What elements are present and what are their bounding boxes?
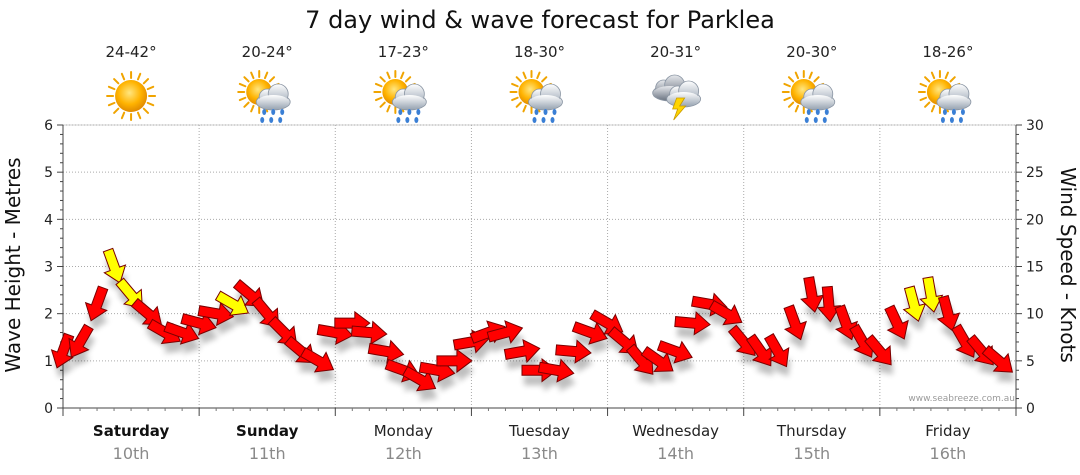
wind-arrow bbox=[902, 285, 927, 322]
y-tick-right-label: 20 bbox=[1026, 212, 1044, 228]
day-date-label: 11th bbox=[249, 444, 286, 463]
wind-arrow bbox=[674, 311, 711, 336]
plot-area: 0 1 2 3 4 5 6 0 5 10 15 20 25 30 bbox=[44, 118, 1044, 417]
wind-arrow bbox=[783, 304, 807, 341]
y-tick-left-label: 6 bbox=[44, 118, 53, 134]
storm-icon bbox=[652, 74, 702, 121]
y-axis-left-label: Wave Height - Metres bbox=[1, 157, 25, 372]
day-date-label: 16th bbox=[930, 444, 967, 463]
wind-arrow bbox=[919, 276, 944, 313]
day-date-label: 10th bbox=[113, 444, 150, 463]
day-temperature: 18-26° bbox=[922, 43, 973, 61]
day-temperature: 20-24° bbox=[242, 43, 293, 61]
sun-rain-icon bbox=[781, 70, 836, 123]
wind-arrow bbox=[656, 340, 693, 364]
wind-arrow bbox=[214, 290, 250, 316]
wind-arrow bbox=[537, 358, 575, 383]
wind-arrow bbox=[436, 348, 473, 374]
day-temperature: 20-30° bbox=[786, 43, 837, 61]
wind-arrow bbox=[68, 323, 94, 358]
day-date-label: 13th bbox=[521, 444, 558, 463]
y-tick-right-label: 25 bbox=[1026, 165, 1044, 181]
y-tick-left-label: 4 bbox=[44, 212, 53, 228]
day-name-label: Thursday bbox=[776, 422, 847, 440]
wind-arrow bbox=[84, 285, 109, 322]
day-name-label: Friday bbox=[925, 422, 971, 440]
wind-arrow bbox=[350, 320, 388, 345]
y-tick-left-label: 5 bbox=[44, 165, 53, 181]
y-tick-left-label: 3 bbox=[44, 260, 53, 276]
y-tick-left-label: 0 bbox=[44, 401, 53, 417]
day-headers: 24-42° Saturday 10th 20-24° Sunday 11th 17-23°… bbox=[93, 43, 974, 463]
y-tick-right-label: 30 bbox=[1026, 118, 1044, 134]
wind-arrow bbox=[763, 333, 790, 368]
wind-arrow bbox=[981, 345, 1014, 373]
day-name-label: Tuesday bbox=[508, 422, 570, 440]
y-tick-left-label: 1 bbox=[44, 354, 53, 370]
wind-arrow bbox=[708, 299, 743, 326]
wind-arrow bbox=[130, 297, 163, 326]
wind-arrow bbox=[864, 334, 892, 366]
wind-arrow bbox=[197, 301, 235, 327]
day-temperature: 24-42° bbox=[106, 43, 157, 61]
day-date-label: 12th bbox=[385, 444, 422, 463]
day-temperature: 20-31° bbox=[650, 43, 701, 61]
day-temperature: 18-30° bbox=[514, 43, 565, 61]
y-tick-right-label: 15 bbox=[1026, 260, 1044, 276]
wind-arrow bbox=[367, 339, 405, 364]
wind-arrow bbox=[503, 338, 541, 364]
wind-arrow bbox=[555, 339, 592, 364]
wind-arrow bbox=[936, 294, 961, 332]
wind-arrow bbox=[816, 285, 842, 323]
sun-rain-icon bbox=[509, 70, 563, 123]
day-temperature: 17-23° bbox=[378, 43, 429, 61]
day-name-label: Sunday bbox=[236, 422, 299, 440]
chart-title: 7 day wind & wave forecast for Parklea bbox=[305, 6, 775, 34]
day-date-label: 14th bbox=[657, 444, 694, 463]
wind-arrow bbox=[102, 247, 127, 284]
wind-arrow bbox=[607, 326, 639, 354]
day-name-label: Wednesday bbox=[632, 422, 719, 440]
wind-arrow bbox=[571, 321, 608, 345]
wind-arrow bbox=[486, 320, 524, 344]
day-name-label: Monday bbox=[374, 422, 433, 440]
wind-arrow bbox=[884, 304, 909, 340]
sun-rain-icon bbox=[237, 70, 291, 123]
y-axis-right-label: Wind Speed - Knots bbox=[1056, 167, 1080, 363]
credit-text: www.seabreeze.com.au bbox=[908, 394, 1015, 404]
y-tick-right-label: 5 bbox=[1026, 354, 1035, 370]
wind-arrows bbox=[50, 247, 1014, 392]
day-date-label: 15th bbox=[793, 444, 830, 463]
y-tick-right-label: 0 bbox=[1026, 401, 1035, 417]
sun-rain-icon bbox=[917, 70, 972, 123]
sunny-icon bbox=[106, 71, 157, 121]
y-tick-left-label: 2 bbox=[44, 307, 53, 323]
day-name-label: Saturday bbox=[93, 422, 170, 440]
wind-arrow bbox=[232, 279, 265, 307]
wind-arrow bbox=[800, 276, 825, 313]
sun-rain-icon bbox=[373, 70, 427, 123]
wind-arrow bbox=[299, 347, 335, 373]
y-tick-right-label: 10 bbox=[1026, 307, 1044, 323]
